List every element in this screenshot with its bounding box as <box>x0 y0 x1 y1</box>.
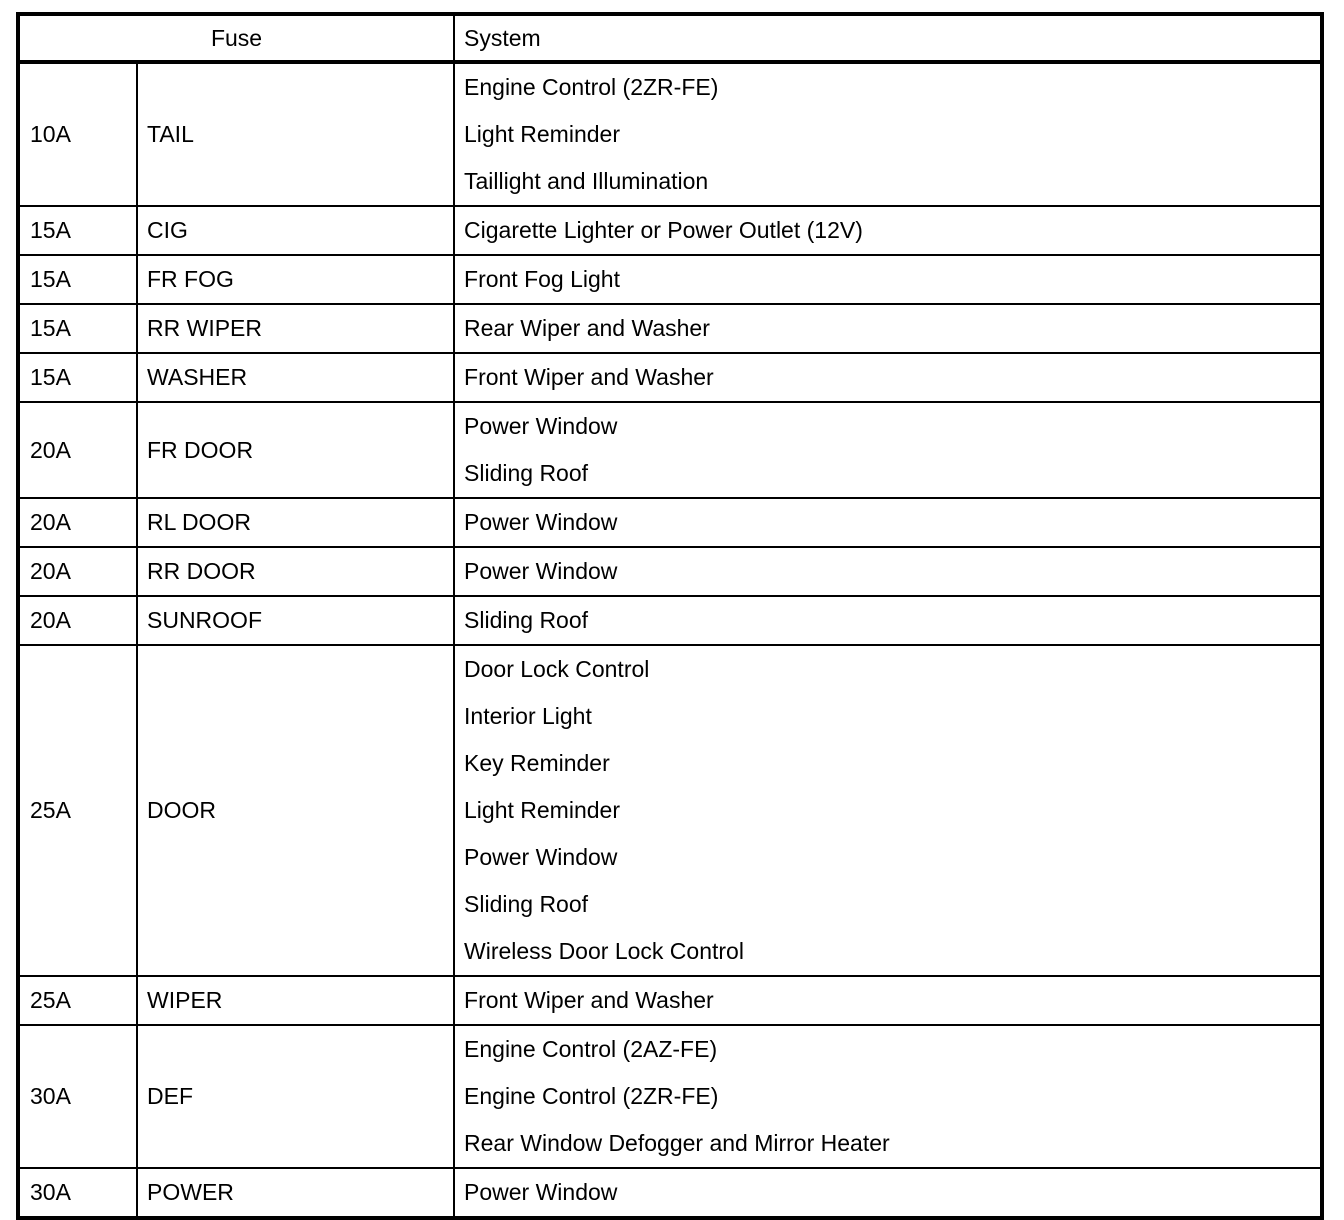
system-line: Cigarette Lighter or Power Outlet (12V) <box>464 217 863 243</box>
fuse-name: WIPER <box>135 975 456 1026</box>
system-line: Front Wiper and Washer <box>464 987 714 1013</box>
system-line: Engine Control (2ZR-FE) <box>464 74 719 100</box>
fuse-name: DOOR <box>135 644 456 977</box>
fuse-name: SUNROOF <box>135 595 456 646</box>
fuse-row: 30A DEF Engine Control (2AZ-FE) Engine C… <box>17 1024 1324 1169</box>
fuse-row: 20A FR DOOR Power Window Sliding Roof <box>17 401 1324 499</box>
system-cell: Door Lock Control Interior Light Key Rem… <box>453 644 1324 977</box>
system-cell: Power Window Sliding Roof <box>453 401 1324 499</box>
fuse-name: FR FOG <box>135 254 456 305</box>
system-line: Interior Light <box>464 703 592 729</box>
fuse-name: FR DOOR <box>135 401 456 499</box>
system-cell: Engine Control (2AZ-FE) Engine Control (… <box>453 1024 1324 1169</box>
fuse-name: CIG <box>135 205 456 256</box>
system-line: Sliding Roof <box>464 891 589 917</box>
system-cell: Front Fog Light <box>453 254 1324 305</box>
system-line: Power Window <box>464 509 618 535</box>
system-line: Wireless Door Lock Control <box>464 938 744 964</box>
fuse-amp: 15A <box>17 352 138 403</box>
fuse-name: POWER <box>135 1167 456 1219</box>
fuse-amp: 30A <box>17 1167 138 1219</box>
system-line: Power Window <box>464 844 618 870</box>
system-cell: Power Window <box>453 1167 1324 1219</box>
fuse-name: RR DOOR <box>135 546 456 597</box>
fuse-row: 15A RR WIPER Rear Wiper and Washer <box>17 303 1324 354</box>
system-cell: Power Window <box>453 546 1324 597</box>
fuse-name: RR WIPER <box>135 303 456 354</box>
fuse-amp: 10A <box>17 61 138 207</box>
fuse-amp: 20A <box>17 401 138 499</box>
system-cell: Rear Wiper and Washer <box>453 303 1324 354</box>
system-line: Front Fog Light <box>464 266 620 292</box>
system-cell: Sliding Roof <box>453 595 1324 646</box>
system-line: Light Reminder <box>464 797 620 823</box>
system-line: Power Window <box>464 558 618 584</box>
fuse-amp: 20A <box>17 546 138 597</box>
system-cell: Cigarette Lighter or Power Outlet (12V) <box>453 205 1324 256</box>
fuse-row: 25A WIPER Front Wiper and Washer <box>17 975 1324 1026</box>
fuse-name: WASHER <box>135 352 456 403</box>
system-cell: Front Wiper and Washer <box>453 975 1324 1026</box>
header-row: Fuse System <box>16 13 1324 64</box>
fuse-amp: 30A <box>17 1024 138 1169</box>
system-line: Sliding Roof <box>464 460 589 486</box>
fuse-row: 20A RL DOOR Power Window <box>17 497 1324 548</box>
fuse-amp: 25A <box>17 975 138 1026</box>
system-cell: Power Window <box>453 497 1324 548</box>
fuse-row: 15A FR FOG Front Fog Light <box>17 254 1324 305</box>
fuse-table: Fuse System 10A TAIL Engine Control (2ZR… <box>16 12 1325 1220</box>
system-line: Rear Wiper and Washer <box>464 315 710 341</box>
system-line: Power Window <box>464 1179 618 1205</box>
system-line: Front Wiper and Washer <box>464 364 714 390</box>
fuse-name: TAIL <box>135 61 456 207</box>
fuse-row: 30A POWER Power Window <box>17 1167 1324 1219</box>
header-system: System <box>453 13 1324 64</box>
system-cell: Engine Control (2ZR-FE) Light Reminder T… <box>453 61 1324 207</box>
system-line: Engine Control (2AZ-FE) <box>464 1036 718 1062</box>
fuse-row: 15A CIG Cigarette Lighter or Power Outle… <box>17 205 1324 256</box>
system-cell: Front Wiper and Washer <box>453 352 1324 403</box>
fuse-amp: 20A <box>17 497 138 548</box>
system-line: Rear Window Defogger and Mirror Heater <box>464 1130 890 1156</box>
system-line: Engine Control (2ZR-FE) <box>464 1083 719 1109</box>
fuse-row: 20A RR DOOR Power Window <box>17 546 1324 597</box>
system-line: Door Lock Control <box>464 656 650 682</box>
system-line: Taillight and Illumination <box>464 168 709 194</box>
fuse-amp: 25A <box>17 644 138 977</box>
fuse-row: 20A SUNROOF Sliding Roof <box>17 595 1324 646</box>
system-line: Key Reminder <box>464 750 610 776</box>
fuse-row: 15A WASHER Front Wiper and Washer <box>17 352 1324 403</box>
fuse-amp: 15A <box>17 303 138 354</box>
header-fuse: Fuse <box>16 13 456 64</box>
fuse-name: DEF <box>135 1024 456 1169</box>
system-line: Sliding Roof <box>464 607 589 633</box>
system-line: Power Window <box>464 413 618 439</box>
fuse-amp: 15A <box>17 254 138 305</box>
fuse-row: 10A TAIL Engine Control (2ZR-FE) Light R… <box>17 61 1324 207</box>
fuse-name: RL DOOR <box>135 497 456 548</box>
fuse-amp: 20A <box>17 595 138 646</box>
fuse-amp: 15A <box>17 205 138 256</box>
system-line: Light Reminder <box>464 121 620 147</box>
fuse-row: 25A DOOR Door Lock Control Interior Ligh… <box>17 644 1324 977</box>
